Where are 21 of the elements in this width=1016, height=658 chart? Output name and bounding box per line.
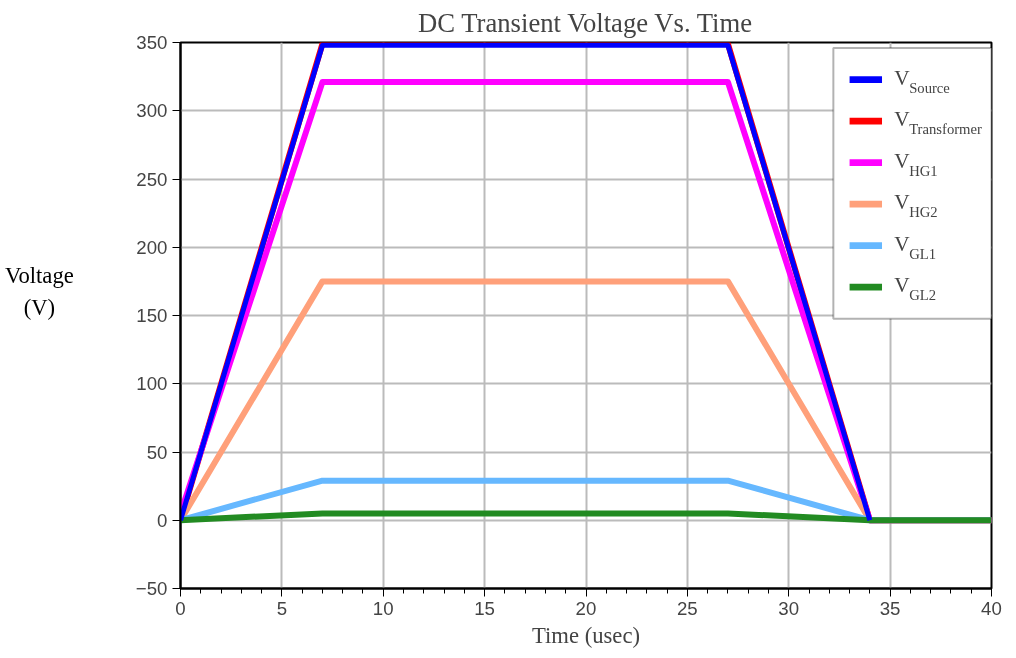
x-tick-label: 5 xyxy=(276,597,288,619)
chart-title: DC Transient Voltage Vs. Time xyxy=(418,7,753,38)
x-tick-label: 40 xyxy=(981,597,1002,619)
x-axis-title: Time (usec) xyxy=(531,622,641,648)
y-tick-label: 0 xyxy=(157,509,168,531)
x-tick-label: 15 xyxy=(474,597,496,619)
x-tick-label: 10 xyxy=(372,597,394,619)
x-tick-label: 30 xyxy=(778,597,800,619)
x-tick-label: 0 xyxy=(175,597,186,619)
y-tick-label: 100 xyxy=(136,373,168,395)
x-tick-label: 35 xyxy=(879,597,901,619)
y-tick-label: 150 xyxy=(136,305,168,326)
x-tick-label: 20 xyxy=(575,597,597,619)
y-tick-label: 350 xyxy=(136,32,168,53)
y-tick-label: 250 xyxy=(136,168,168,190)
x-tick-label: 25 xyxy=(677,597,698,619)
y-tick-label: 300 xyxy=(136,100,168,122)
y-tick-label: −50 xyxy=(135,578,168,599)
y-axis-title: Voltage (V) xyxy=(5,262,74,322)
y-tick-label: 200 xyxy=(136,236,168,258)
y-tick-label: 50 xyxy=(146,441,168,463)
